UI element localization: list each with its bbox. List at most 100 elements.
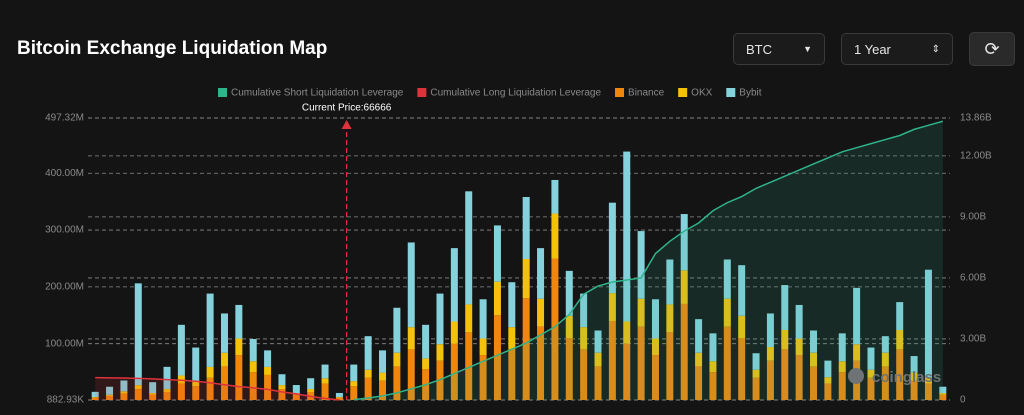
bar <box>623 151 631 322</box>
bar <box>695 319 703 353</box>
y2-tick-label: 13.86B <box>960 113 992 124</box>
bar <box>120 393 128 400</box>
bar <box>106 394 114 396</box>
current-price-arrow <box>341 120 352 129</box>
range-select[interactable]: 1 Year ⇕ <box>841 33 953 65</box>
bar <box>450 248 458 322</box>
bar <box>651 355 659 400</box>
legend-swatch <box>615 88 625 97</box>
bar <box>508 282 516 328</box>
bar <box>522 258 530 299</box>
bar <box>120 380 128 392</box>
bar <box>810 366 818 400</box>
bar <box>106 395 114 400</box>
bar <box>824 360 832 378</box>
bar <box>393 366 401 400</box>
bar <box>738 265 746 316</box>
bar <box>666 259 674 305</box>
bar <box>738 315 746 339</box>
bar <box>623 343 631 400</box>
bar <box>723 298 731 327</box>
bar <box>594 330 602 353</box>
bar <box>278 389 286 400</box>
bar <box>134 385 142 390</box>
bar <box>307 378 315 390</box>
legend-swatch <box>218 88 227 97</box>
y2-tick-label: 6.00B <box>960 273 986 284</box>
bar <box>192 347 200 382</box>
y2-tick-label: 12.00B <box>960 150 992 161</box>
bar <box>249 339 257 362</box>
bar <box>393 352 401 367</box>
bar <box>249 372 257 400</box>
y-tick-label: 100.00M <box>45 338 84 349</box>
bar <box>235 338 243 356</box>
bar <box>479 355 487 400</box>
refresh-button[interactable]: ⟳ <box>969 32 1015 66</box>
bar <box>220 366 228 400</box>
bar <box>666 304 674 333</box>
bar <box>264 350 272 367</box>
bar <box>637 231 645 299</box>
bar <box>479 299 487 339</box>
title: Bitcoin Exchange Liquidation Map <box>17 38 328 59</box>
symbol-value: BTC <box>746 41 772 57</box>
bar <box>321 364 329 379</box>
bar <box>436 344 444 361</box>
bar <box>896 329 904 350</box>
bar <box>407 327 415 350</box>
bar <box>939 393 947 395</box>
bar <box>709 372 717 400</box>
bar <box>422 324 430 359</box>
bar <box>163 366 171 390</box>
bar <box>881 336 889 353</box>
bar <box>364 336 372 370</box>
plot: 882.93K 100.00M 200.00M 300.00M 400.00M 497.3… <box>45 88 992 406</box>
legend-swatch <box>726 88 736 97</box>
bar <box>680 270 688 304</box>
bar <box>379 372 387 381</box>
y-tick-label: 300.00M <box>45 225 84 236</box>
bar <box>781 349 789 400</box>
bar <box>723 326 731 400</box>
legend-label: Bybit <box>739 88 761 99</box>
bar <box>910 380 918 400</box>
bar <box>335 397 343 400</box>
bar <box>594 366 602 400</box>
range-value: 1 Year <box>854 41 891 57</box>
bar <box>379 350 387 373</box>
bar <box>551 258 559 400</box>
bar <box>795 338 803 356</box>
bar <box>220 352 228 367</box>
bar <box>537 248 545 299</box>
symbol-select[interactable]: BTC ▼ <box>733 33 825 65</box>
bar <box>321 378 329 384</box>
bar <box>867 377 875 400</box>
y2-tick-label: 9.00B <box>960 212 986 223</box>
bar <box>565 270 573 316</box>
bar <box>350 364 358 382</box>
line-area <box>353 121 943 401</box>
legend-label: Binance <box>628 88 665 99</box>
bar <box>795 355 803 400</box>
bar <box>292 394 300 400</box>
caret: ▼ <box>803 44 812 54</box>
bar <box>465 191 473 305</box>
bar <box>924 383 932 400</box>
bar <box>867 369 875 378</box>
bar <box>163 391 171 400</box>
bar <box>177 383 185 400</box>
bar <box>149 382 157 394</box>
bar <box>637 326 645 400</box>
bar <box>264 366 272 375</box>
bar <box>738 338 746 400</box>
bar <box>723 259 731 299</box>
bar <box>824 383 832 400</box>
plot-bg <box>88 118 950 400</box>
bar <box>407 242 415 328</box>
bar <box>350 386 358 400</box>
bar <box>493 315 501 400</box>
bar <box>206 366 214 378</box>
bar <box>752 377 760 400</box>
